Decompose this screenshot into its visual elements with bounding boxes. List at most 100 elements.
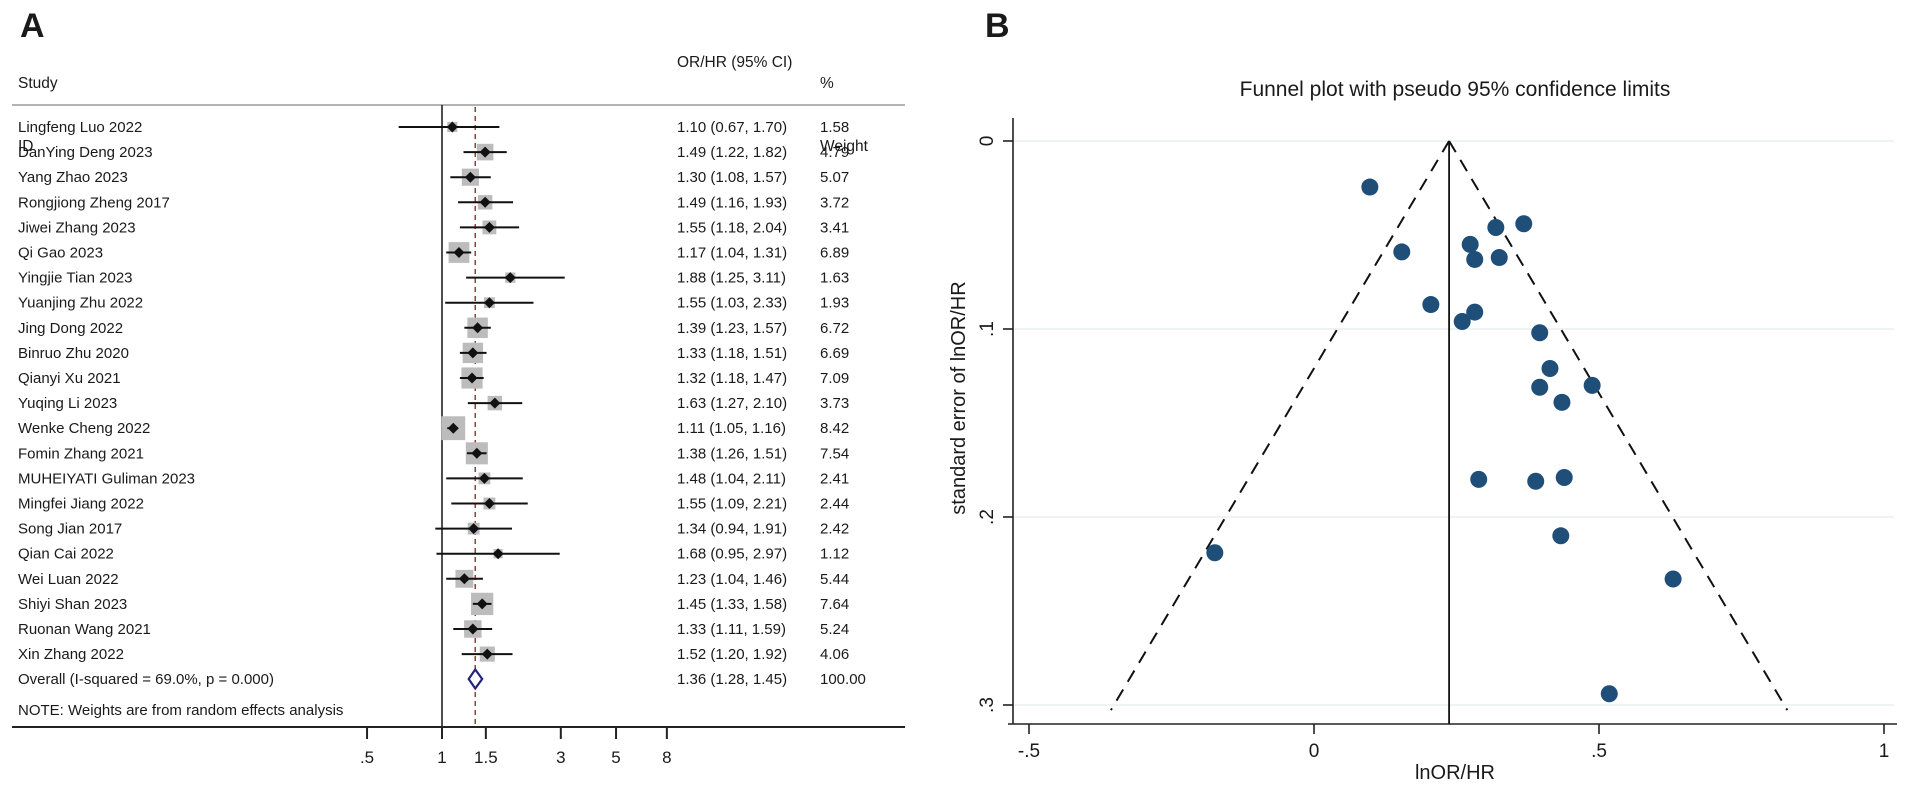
funnel-data-point [1487,218,1505,236]
funnel-right-limit-line [1448,140,1789,711]
point-estimate-diamond [464,171,476,183]
funnel-y-tick-label: .1 [977,321,998,337]
weight-value: 2.42 [820,521,849,538]
funnel-data-point [1361,178,1379,196]
point-estimate-diamond [479,146,491,158]
funnel-x-tick-label: 1 [1879,741,1890,762]
forest-x-tick-label: 8 [662,748,671,767]
study-id-label: Wenke Cheng 2022 [18,420,150,437]
study-id-label: Qian Cai 2022 [18,546,114,563]
funnel-x-tick-label: .5 [1591,741,1607,762]
point-estimate-diamond [468,523,480,535]
weight-value: 5.24 [820,621,849,638]
point-estimate-diamond [471,447,483,459]
or-ci-value: 1.11 (1.05, 1.16) [677,420,786,437]
or-ci-value: 1.33 (1.11, 1.59) [677,621,786,638]
study-header-line2: ID [18,137,34,155]
funnel-data-point [1541,359,1559,377]
or-ci-value: 1.23 (1.04, 1.46) [677,571,787,588]
funnel-data-point [1515,215,1533,233]
point-estimate-diamond [483,221,495,233]
study-id-label: MUHEIYATI Guliman 2023 [18,470,195,487]
point-estimate-diamond [483,297,495,309]
funnel-data-point [1466,303,1484,321]
study-id-label: Fomin Zhang 2021 [18,445,144,462]
funnel-data-point [1552,527,1570,545]
study-id-label: Lingfeng Luo 2022 [18,119,142,136]
study-id-column-header: Study ID [18,32,58,199]
funnel-data-point [1553,393,1571,411]
study-header-line1: Study [18,74,58,92]
study-id-label: Jing Dong 2022 [18,320,123,337]
or-ci-column-header: OR/HR (95% CI) [677,54,793,71]
point-estimate-diamond [481,648,493,660]
funnel-data-point [1664,570,1682,588]
or-ci-value: 1.49 (1.22, 1.82) [677,144,787,161]
funnel-data-point [1453,312,1471,330]
point-estimate-diamond [467,623,479,635]
point-estimate-diamond [453,247,465,258]
weight-value: 1.58 [820,119,849,136]
funnel-data-point [1393,243,1411,261]
forest-x-tick-label: 1 [437,748,446,767]
point-estimate-diamond [489,397,501,409]
or-ci-value: 1.68 (0.95, 2.97) [677,546,787,563]
funnel-x-tick-label: -.5 [1018,741,1040,762]
funnel-data-point [1527,472,1545,490]
study-id-label: Ruonan Wang 2021 [18,621,151,638]
weight-value: 2.41 [820,470,849,487]
weight-value: 6.69 [820,345,849,362]
funnel-data-point [1466,250,1484,268]
weight-value: 1.12 [820,546,849,563]
funnel-data-point [1461,235,1479,253]
funnel-y-tick-label: .2 [977,509,998,525]
panel-a-label: A [20,7,45,45]
overall-diamond [467,667,484,691]
study-id-label: Qi Gao 2023 [18,245,103,262]
weight-value: 7.09 [820,370,849,387]
weight-value: 3.73 [820,395,849,412]
or-ci-value: 1.88 (1.25, 3.11) [677,270,786,287]
point-estimate-diamond [479,196,491,208]
weight-value: 5.07 [820,169,849,186]
or-ci-value: 1.30 (1.08, 1.57) [677,169,787,186]
or-ci-value: 1.33 (1.18, 1.51) [677,345,787,362]
panel-b-label: B [985,7,1010,45]
point-estimate-diamond [458,573,470,585]
funnel-data-point [1583,376,1601,394]
point-estimate-diamond [492,548,504,560]
overall-or-ci-value: 1.36 (1.28, 1.45) [677,671,787,688]
point-estimate-diamond [446,121,458,133]
weight-value: 1.63 [820,270,849,287]
weight-value: 6.89 [820,245,849,262]
funnel-x-tick-label: 0 [1309,741,1320,762]
weight-value: 6.72 [820,320,849,337]
study-id-label: Yuqing Li 2023 [18,395,117,412]
study-id-label: DanYing Deng 2023 [18,144,153,161]
funnel-left-limit-line [1110,140,1450,711]
forest-x-tick-label: 3 [556,748,565,767]
or-ci-value: 1.45 (1.33, 1.58) [677,596,787,613]
weight-value: 3.72 [820,194,849,211]
study-id-label: Yuanjing Zhu 2022 [18,295,143,312]
point-estimate-diamond [478,472,490,484]
weight-value: 8.42 [820,420,849,437]
overall-row-label: Overall (I-squared = 69.0%, p = 0.000) [18,671,274,688]
overall-weight-value: 100.00 [820,671,866,688]
or-ci-value: 1.39 (1.23, 1.57) [677,320,787,337]
point-estimate-diamond [476,598,488,610]
funnel-y-tick-label: 0 [977,136,998,147]
point-estimate-diamond [466,372,478,384]
weight-value: 7.54 [820,445,849,462]
weight-value: 3.41 [820,219,849,236]
weight-header-line1: % [820,74,834,92]
or-ci-value: 1.55 (1.18, 2.04) [677,219,787,236]
forest-x-tick-label: .5 [360,748,374,767]
point-estimate-diamond [467,347,479,359]
point-estimate-diamond [483,498,495,509]
or-ci-value: 1.49 (1.16, 1.93) [677,194,787,211]
point-estimate-diamond [472,322,484,334]
or-ci-value: 1.55 (1.09, 2.21) [677,496,787,513]
